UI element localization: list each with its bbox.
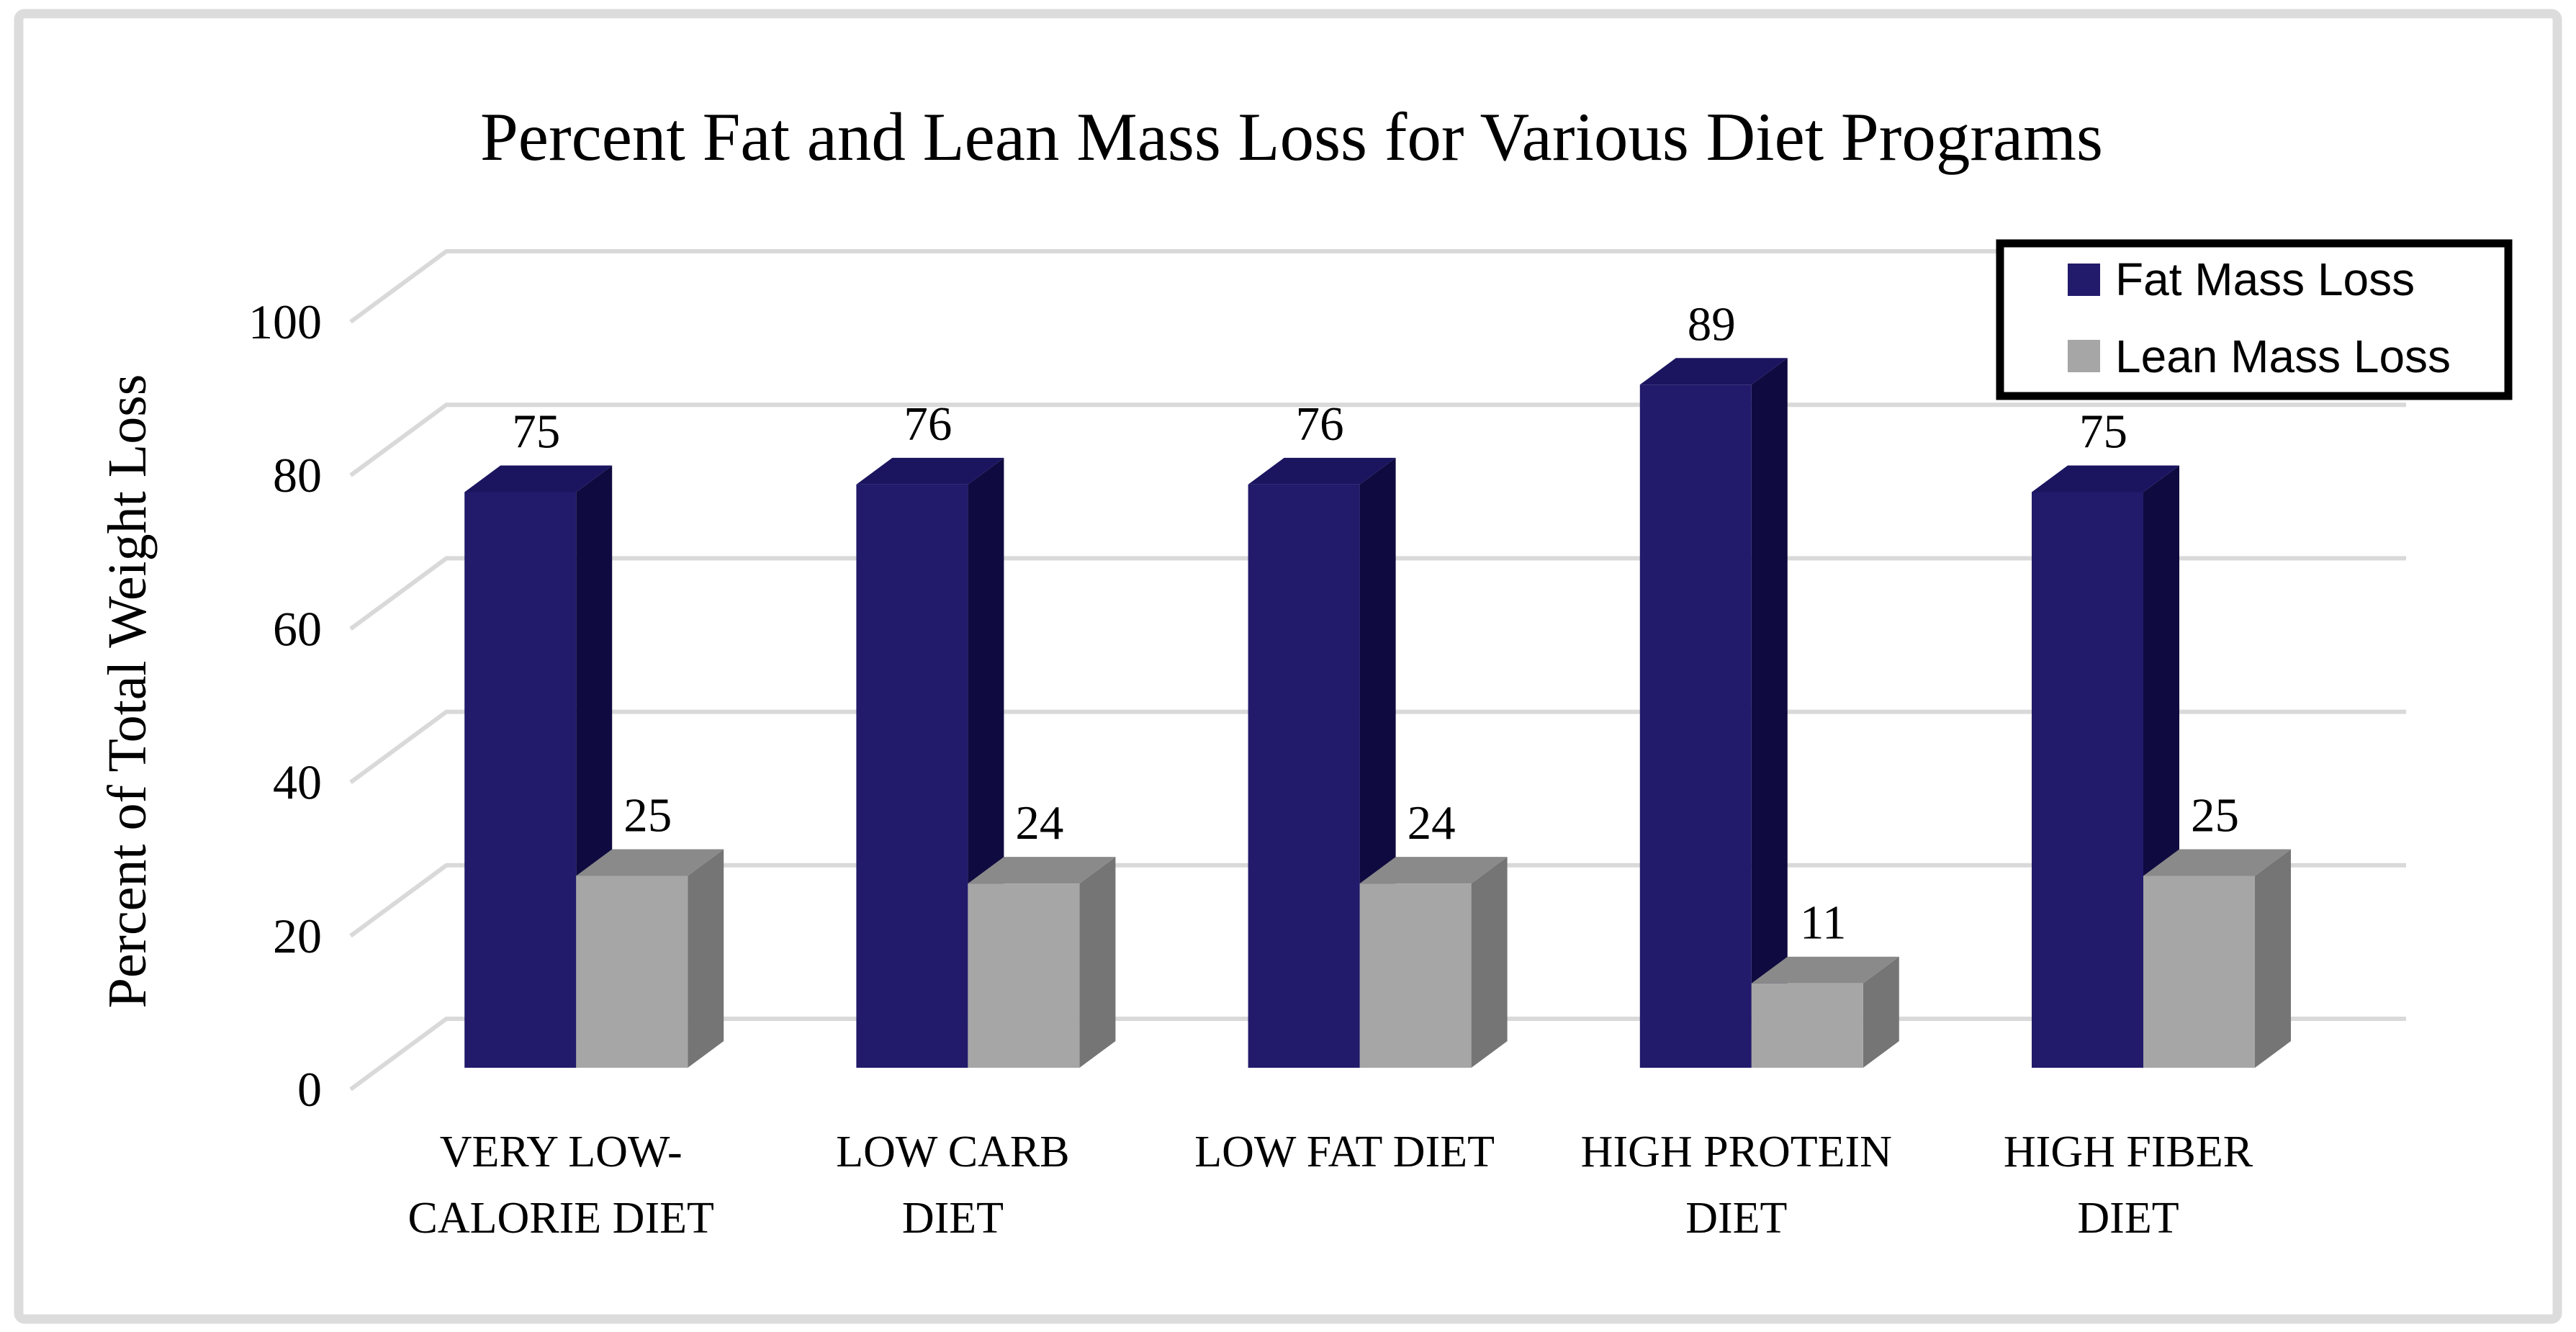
bar-lean-0: [576, 849, 724, 1068]
bar-side-face: [688, 849, 724, 1068]
y-tick-label-100: 100: [248, 294, 322, 349]
value-label-lean-0: 25: [623, 789, 672, 842]
y-tick-label-40: 40: [273, 755, 322, 810]
bar-top-face: [856, 457, 1004, 485]
bar-front-face: [2143, 876, 2255, 1068]
bar-front-face: [968, 883, 1080, 1068]
value-label-fat-4: 75: [2079, 405, 2127, 459]
bar-lean-3: [1751, 956, 1899, 1068]
category-label-2: LOW FAT DIET: [1194, 1128, 1495, 1176]
bar-fat-3: [1639, 358, 1788, 1068]
bar-top-face: [1751, 956, 1899, 984]
value-label-fat-2: 76: [1296, 397, 1344, 451]
gridline-100: [349, 249, 2406, 324]
bar-side-face: [1079, 857, 1116, 1068]
bar-top-face: [1359, 857, 1508, 884]
bar-side-face: [1471, 857, 1508, 1068]
y-tick-label-80: 80: [273, 448, 322, 503]
y-tick-label-0: 0: [297, 1062, 322, 1117]
legend-swatch-lean-mass-loss: [2068, 340, 2100, 372]
bar-top-face: [1248, 457, 1396, 485]
bar-front-face: [464, 492, 577, 1068]
bar-top-face: [2032, 465, 2179, 492]
category-label-3: HIGH PROTEIN DIET: [1581, 1128, 1892, 1243]
category-label-0: VERY LOW-CALORIE DIET: [408, 1128, 714, 1243]
y-axis-title: Percent of Total Weight Loss: [97, 374, 158, 1009]
value-label-fat-1: 76: [904, 397, 952, 451]
bar-lean-2: [1359, 857, 1508, 1068]
chart-title: Percent Fat and Lean Mass Loss for Vario…: [480, 99, 2103, 175]
value-label-lean-2: 24: [1408, 796, 1456, 850]
y-tick-label-20: 20: [273, 909, 322, 963]
bar-front-face: [2032, 492, 2143, 1068]
legend: Fat Mass Loss Lean Mass Loss: [1996, 239, 2513, 400]
bar-front-face: [1248, 484, 1360, 1068]
bar-side-face: [1751, 358, 1788, 1068]
bar-top-face: [576, 849, 724, 876]
bar-fat-4: [2032, 465, 2179, 1068]
value-labels-layer: 75 25 76 24 76 24 89 11 75 25: [512, 297, 2239, 949]
bar-lean-1: [968, 857, 1116, 1068]
category-label-1: LOW CARB DIET: [836, 1128, 1069, 1243]
value-label-lean-1: 24: [1015, 796, 1063, 850]
y-tick-labels-layer: 0 20 40 60 80 100: [248, 294, 322, 1117]
legend-label-fat-mass-loss: Fat Mass Loss: [2115, 253, 2415, 305]
legend-label-lean-mass-loss: Lean Mass Loss: [2115, 330, 2451, 382]
bar-front-face: [1639, 384, 1752, 1068]
bar-front-face: [576, 876, 688, 1068]
y-tick-label-60: 60: [273, 601, 322, 656]
bar-front-face: [1359, 883, 1472, 1068]
value-label-lean-4: 25: [2191, 789, 2239, 842]
x-category-labels-layer: VERY LOW-CALORIE DIET LOW CARB DIET LOW FAT…: [408, 1128, 2253, 1243]
value-label-lean-3: 11: [1800, 896, 1847, 950]
bars-layer: [464, 358, 2291, 1068]
category-label-4: HIGH FIBER DIET: [2004, 1128, 2253, 1243]
bar-top-face: [2143, 849, 2291, 876]
bar-top-face: [968, 857, 1116, 884]
chart-frame-border: [14, 9, 2562, 1324]
bar-top-face: [464, 465, 613, 492]
bar-side-face: [1863, 956, 1899, 1068]
legend-swatch-fat-mass-loss: [2068, 264, 2100, 296]
value-label-fat-3: 89: [1688, 297, 1736, 351]
bar-front-face: [1751, 983, 1863, 1068]
bar-side-face: [2255, 849, 2291, 1068]
bar-top-face: [1639, 358, 1788, 385]
bar-front-face: [856, 484, 968, 1068]
bar-lean-4: [2143, 849, 2291, 1068]
value-label-fat-0: 75: [512, 405, 560, 459]
